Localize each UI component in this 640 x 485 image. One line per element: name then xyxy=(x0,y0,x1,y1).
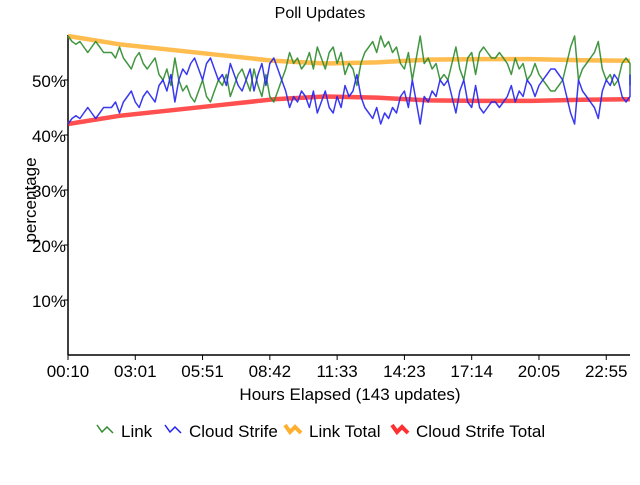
link-total-series-line xyxy=(67,33,631,66)
cloud-strife-total-series-line xyxy=(67,94,631,127)
x-tick-label: 05:51 xyxy=(181,362,224,381)
legend-label: Link xyxy=(121,422,153,441)
x-tick-label: 03:01 xyxy=(114,362,157,381)
legend-swatch-icon xyxy=(164,424,182,434)
x-tick-label: 08:42 xyxy=(249,362,292,381)
x-tick-label: 22:55 xyxy=(585,362,628,381)
legend-label: Link Total xyxy=(309,422,381,441)
y-tick-label: 40% xyxy=(32,127,66,146)
chart-title: Poll Updates xyxy=(275,5,366,22)
legend-swatch-icon xyxy=(390,423,410,436)
y-tick-label: 50% xyxy=(32,72,66,91)
x-tick-label: 14:23 xyxy=(383,362,426,381)
x-tick-label: 00:10 xyxy=(47,362,90,381)
legend-label: Cloud Strife xyxy=(189,422,278,441)
y-axis-label: percentage xyxy=(21,157,40,242)
legend-label: Cloud Strife Total xyxy=(416,422,545,441)
cloud-strife-series-line xyxy=(67,57,631,125)
legend-swatch-icon xyxy=(96,424,114,434)
x-tick-label: 20:05 xyxy=(518,362,561,381)
x-tick-label: 11:33 xyxy=(316,362,357,381)
y-tick-label: 30% xyxy=(32,182,66,201)
y-tick-label: 10% xyxy=(32,292,66,311)
x-tick-label: 17:14 xyxy=(450,362,493,381)
x-axis-label: Hours Elapsed (143 updates) xyxy=(239,385,460,404)
legend-swatch-icon xyxy=(283,423,303,436)
y-tick-label: 20% xyxy=(32,237,66,256)
